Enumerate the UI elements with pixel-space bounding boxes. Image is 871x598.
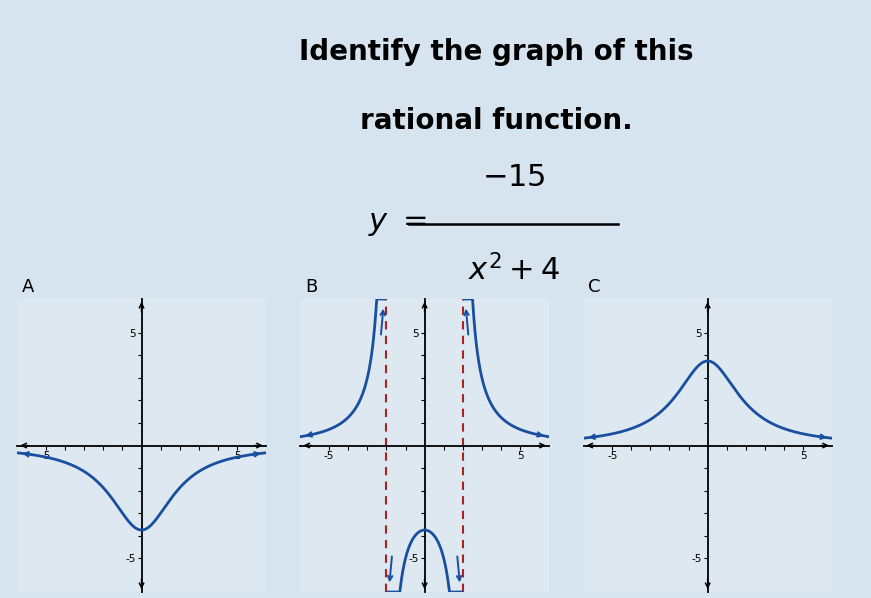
Text: $x^2 + 4$: $x^2 + 4$	[468, 254, 560, 286]
Text: A: A	[22, 278, 34, 296]
Text: rational function.: rational function.	[360, 106, 633, 135]
Text: Identify the graph of this: Identify the graph of this	[299, 38, 694, 66]
Text: $y\ =$: $y\ =$	[368, 209, 427, 239]
Text: $-15$: $-15$	[482, 163, 546, 193]
Text: B: B	[305, 278, 317, 296]
Text: C: C	[588, 278, 600, 296]
